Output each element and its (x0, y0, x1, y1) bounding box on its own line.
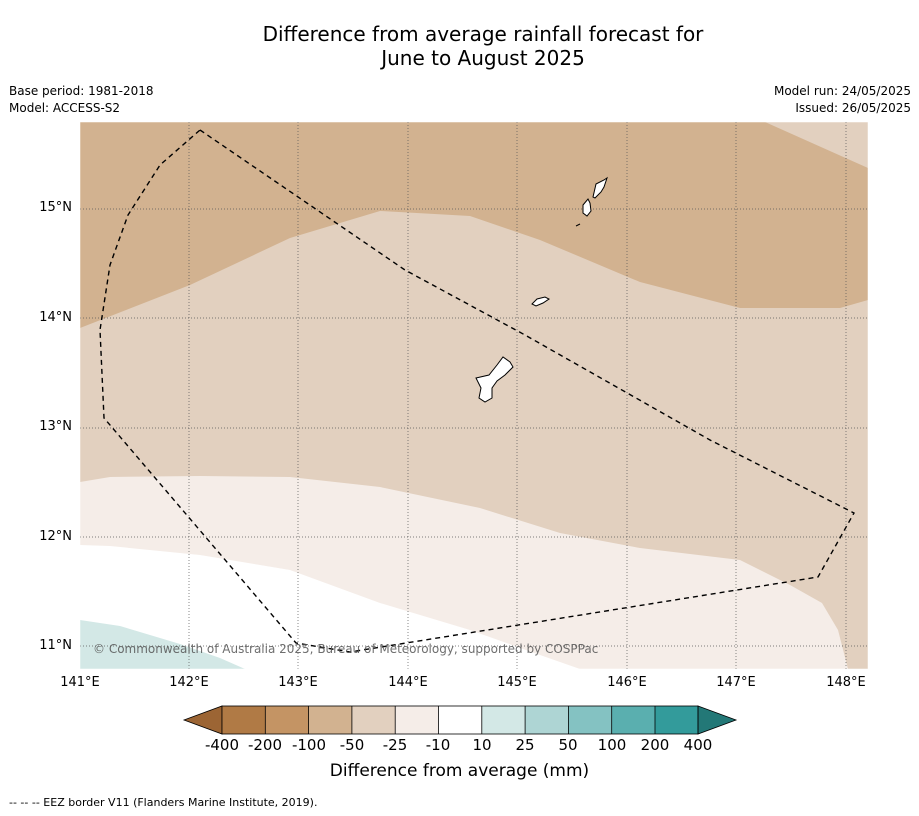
colorbar-segment-8 (525, 706, 569, 734)
colorbar-tick-label: -200 (247, 736, 283, 754)
colorbar-tick-label: -25 (382, 736, 408, 754)
lat-label-13n: 13°N (39, 419, 72, 434)
colorbar (182, 705, 738, 735)
colorbar-tick-label: 10 (472, 736, 492, 754)
colorbar-tick-label: -10 (425, 736, 451, 754)
colorbar-dividers (264, 706, 656, 734)
chart-title: Difference from average rainfall forecas… (0, 22, 919, 70)
lon-label-148e: 148°E (826, 675, 866, 690)
colorbar-segment-10 (611, 706, 655, 734)
colorbar-segment-6 (438, 706, 482, 734)
colorbar-segment-9 (568, 706, 612, 734)
island-guam (475, 356, 514, 403)
lat-label-14n: 14°N (39, 310, 72, 325)
map-area: © Commonwealth of Australia 2025, Bureau… (80, 122, 868, 669)
island-tinian (582, 198, 592, 217)
band-minus-50-to-minus-25 (80, 122, 868, 328)
eez-footnote: -- -- -- EEZ border V11 (Flanders Marine… (9, 796, 318, 809)
graticule (80, 122, 868, 669)
title-line-2: June to August 2025 (381, 46, 585, 70)
colorbar-tick-label: 50 (558, 736, 578, 754)
colorbar-segment-5 (395, 706, 439, 734)
island-rota (531, 296, 550, 307)
colorbar-segment-1 (222, 706, 266, 734)
colorbar-segment-4 (351, 706, 396, 734)
colorbar-tick-label: -100 (291, 736, 327, 754)
colorbar-tick-label: 400 (683, 736, 713, 754)
island-aguijan (575, 223, 581, 227)
islands (475, 176, 608, 403)
colorbar-extend-high (697, 705, 738, 735)
island-saipan (592, 176, 608, 199)
colorbar-tick-label: 100 (597, 736, 627, 754)
colorbar-title: Difference from average (mm) (329, 761, 590, 781)
copyright-text: © Commonwealth of Australia 2025, Bureau… (93, 642, 598, 656)
colorbar-tick-label: 200 (640, 736, 670, 754)
band-10-to-25-boundary (80, 545, 580, 669)
model-name: Model: ACCESS-S2 (9, 101, 121, 115)
lat-label-11n: 11°N (39, 638, 72, 653)
colorbar-segment-2 (265, 706, 309, 734)
eez-border-line (99, 129, 855, 653)
lon-label-144e: 144°E (388, 675, 428, 690)
colorbar-segment-3 (308, 706, 352, 734)
base-period: Base period: 1981-2018 (9, 84, 154, 98)
meta-left: Base period: 1981-2018 Model: ACCESS-S2 (9, 83, 154, 117)
colorbar-segment-11 (655, 706, 698, 734)
lon-label-143e: 143°E (278, 675, 318, 690)
title-line-1: Difference from average rainfall forecas… (262, 22, 704, 46)
lon-label-141e: 141°E (60, 675, 100, 690)
band-10-to-25 (80, 620, 245, 669)
colorbar-tick-label: -400 (204, 736, 240, 754)
lat-label-12n: 12°N (39, 529, 72, 544)
lon-label-142e: 142°E (169, 675, 209, 690)
colorbar-tick-label: -50 (339, 736, 365, 754)
colorbar-tick-label: 25 (515, 736, 535, 754)
meta-right: Model run: 24/05/2025 Issued: 26/05/2025 (774, 83, 911, 117)
colorbar-segment-7 (481, 706, 526, 734)
lat-label-15n: 15°N (39, 200, 72, 215)
lon-label-146e: 146°E (607, 675, 647, 690)
colorbar-outline (221, 705, 699, 735)
lon-label-145e: 145°E (497, 675, 537, 690)
map-frame (79, 121, 869, 670)
colorbar-extend-low (182, 705, 223, 735)
issued-date: Issued: 26/05/2025 (795, 101, 911, 115)
model-run: Model run: 24/05/2025 (773, 84, 911, 98)
lon-label-147e: 147°E (716, 675, 756, 690)
